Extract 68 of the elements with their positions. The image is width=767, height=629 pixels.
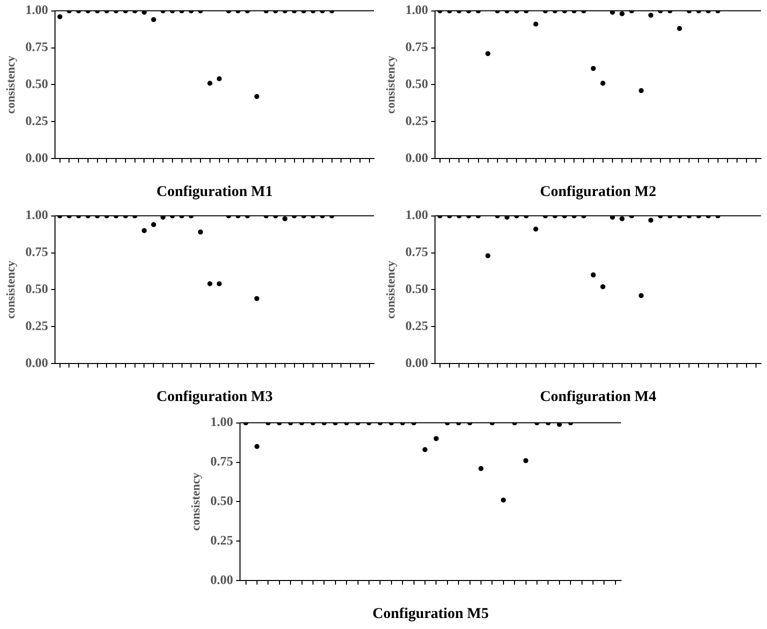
y-tick-label: 0.25 xyxy=(25,318,49,334)
point xyxy=(422,447,428,452)
y-tick-label: 0.00 xyxy=(25,150,48,165)
y-tick-label: 0.50 xyxy=(405,281,428,296)
point xyxy=(282,216,288,222)
point xyxy=(648,12,654,18)
x-axis-title: Configuration M3 xyxy=(156,388,273,405)
point xyxy=(677,26,682,32)
y-tick-label: 1.00 xyxy=(405,207,428,222)
y-tick-label: 0.50 xyxy=(25,76,48,92)
point xyxy=(216,76,222,82)
point xyxy=(533,22,538,27)
x-axis-title: Configuration M5 xyxy=(372,606,489,622)
y-axis-title: consistency xyxy=(188,472,202,531)
point xyxy=(638,293,644,298)
y-tick-label: 0.75 xyxy=(25,39,49,54)
y-tick-label: 0.75 xyxy=(25,244,49,260)
point xyxy=(648,218,654,223)
x-axis-title: Configuration M1 xyxy=(156,184,273,200)
x-axis-title: Configuration M4 xyxy=(540,388,657,405)
point xyxy=(590,66,596,71)
x-axis-title: Configuration M2 xyxy=(540,184,656,200)
point xyxy=(485,253,490,258)
point xyxy=(590,272,596,278)
point xyxy=(638,88,644,94)
y-axis-title: consistency xyxy=(383,56,398,114)
point xyxy=(254,444,260,449)
point xyxy=(600,284,606,290)
point xyxy=(207,281,212,286)
y-axis-title: consistency xyxy=(3,56,18,114)
point xyxy=(57,14,62,20)
point xyxy=(142,228,147,234)
y-tick-label: 1.00 xyxy=(210,414,234,430)
point xyxy=(151,17,156,22)
y-tick-label: 1.00 xyxy=(25,207,48,222)
y-tick-label: 0.00 xyxy=(25,354,48,370)
y-tick-label: 0.25 xyxy=(25,113,49,128)
point xyxy=(533,226,538,232)
y-tick-label: 0.50 xyxy=(405,76,428,92)
point xyxy=(600,80,606,86)
point xyxy=(254,94,260,100)
point xyxy=(198,230,204,235)
point xyxy=(485,51,490,56)
point xyxy=(207,80,212,86)
y-tick-label: 0.75 xyxy=(405,244,429,260)
y-tick-label: 0.75 xyxy=(405,39,429,54)
point xyxy=(478,466,484,472)
y-tick-label: 0.25 xyxy=(405,113,429,128)
y-tick-label: 0.00 xyxy=(405,150,428,165)
y-tick-label: 0.50 xyxy=(25,281,48,296)
y-tick-label: 0.00 xyxy=(210,572,234,587)
y-tick-label: 0.75 xyxy=(210,454,234,469)
point xyxy=(620,216,625,222)
point xyxy=(434,436,439,442)
y-tick-label: 0.25 xyxy=(210,532,234,548)
point xyxy=(254,296,260,302)
y-tick-label: 1.00 xyxy=(25,2,48,18)
y-tick-label: 1.00 xyxy=(405,2,428,18)
y-tick-label: 0.50 xyxy=(210,493,234,508)
y-tick-label: 0.25 xyxy=(405,318,429,334)
point xyxy=(216,281,222,286)
point xyxy=(523,458,528,464)
y-tick-label: 0.00 xyxy=(405,354,428,370)
point xyxy=(500,498,506,503)
point xyxy=(620,11,625,16)
y-axis-title: consistency xyxy=(383,260,398,319)
point xyxy=(151,222,156,228)
y-axis-title: consistency xyxy=(3,260,18,319)
